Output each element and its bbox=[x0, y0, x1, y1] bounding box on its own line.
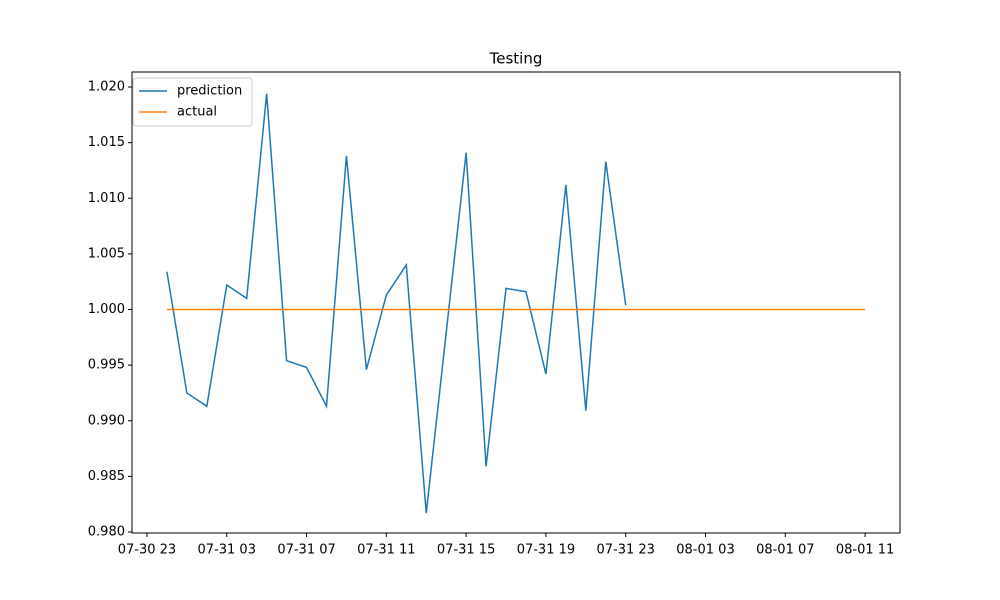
y-tick-label: 0.995 bbox=[88, 358, 125, 373]
x-tick-label: 08-01 03 bbox=[676, 543, 734, 558]
x-tick-label: 07-31 19 bbox=[517, 543, 575, 558]
y-tick-label: 0.990 bbox=[88, 413, 125, 428]
x-tick-label: 08-01 11 bbox=[836, 543, 894, 558]
x-tick-label: 08-01 07 bbox=[756, 543, 814, 558]
axes-frame bbox=[131, 71, 901, 534]
y-tick-label: 1.005 bbox=[88, 246, 125, 261]
x-tick-label: 07-31 23 bbox=[596, 543, 654, 558]
series-line bbox=[166, 93, 627, 514]
y-tick-label: 1.020 bbox=[88, 80, 125, 95]
x-tick-label: 07-31 03 bbox=[198, 543, 256, 558]
y-tick-label: 0.980 bbox=[88, 524, 125, 539]
y-tick-label: 1.000 bbox=[88, 302, 125, 317]
x-tick-label: 07-30 23 bbox=[118, 543, 176, 558]
y-tick-label: 1.015 bbox=[88, 135, 125, 150]
legend-label: actual bbox=[177, 105, 217, 120]
y-tick-label: 0.985 bbox=[88, 469, 125, 484]
x-tick-label: 07-31 11 bbox=[357, 543, 415, 558]
y-tick-label: 1.010 bbox=[88, 191, 125, 206]
legend-label: prediction bbox=[177, 84, 242, 99]
x-tick-label: 07-31 15 bbox=[437, 543, 495, 558]
legend-box bbox=[132, 77, 253, 127]
x-tick-label: 07-31 07 bbox=[277, 543, 335, 558]
chart-title: Testing bbox=[489, 50, 543, 68]
